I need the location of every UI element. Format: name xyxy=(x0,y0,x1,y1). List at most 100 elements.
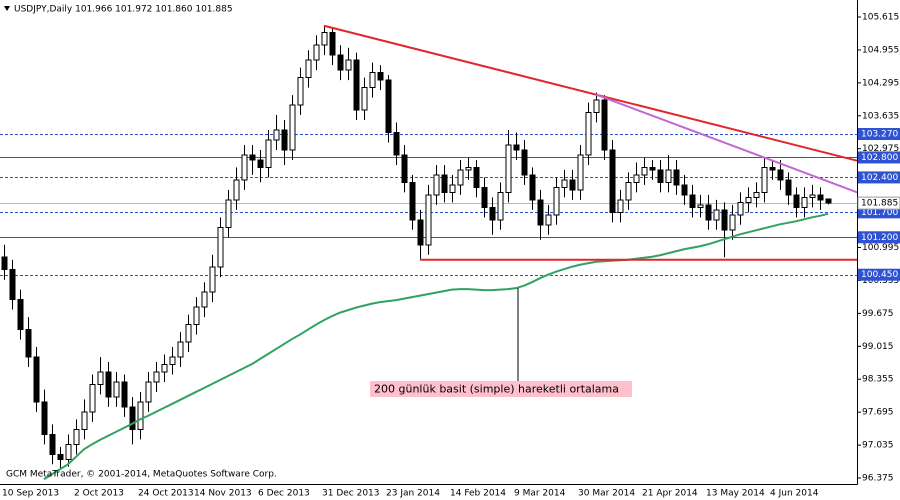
x-tick-label: 14 Feb 2014 xyxy=(450,489,506,499)
x-tick-label: 31 Dec 2013 xyxy=(322,489,380,499)
candle-body xyxy=(577,154,584,191)
y-tick-label: 99.015 xyxy=(862,342,894,352)
candle-body xyxy=(705,204,712,221)
candle-body xyxy=(553,186,560,216)
x-tick-label: 2 Oct 2013 xyxy=(74,489,124,499)
candle-body xyxy=(601,99,608,151)
candle-body xyxy=(633,174,640,183)
candle-body xyxy=(737,201,744,216)
candle-body xyxy=(425,194,432,246)
candle-body xyxy=(673,169,680,186)
level-label: 102.400 xyxy=(861,173,898,183)
candle-body xyxy=(361,87,368,111)
level-label-box xyxy=(858,268,900,281)
candle-body xyxy=(185,324,192,343)
candle-body xyxy=(241,154,248,181)
candle-body xyxy=(225,199,232,228)
x-tick-label: 10 Sep 2013 xyxy=(2,489,59,499)
candle-body xyxy=(713,209,720,221)
candle-body xyxy=(761,166,768,193)
candle-body xyxy=(297,77,304,106)
candle-body xyxy=(489,206,496,221)
y-tick-label: 96.375 xyxy=(862,474,894,484)
candle-body xyxy=(745,196,752,203)
y-tick-label: 104.955 xyxy=(862,45,899,55)
candle-body xyxy=(625,181,632,201)
candle-body xyxy=(801,196,808,208)
candle-body xyxy=(97,371,104,385)
candle-body xyxy=(137,401,144,430)
y-tick-label: 100.335 xyxy=(862,276,899,286)
candle-body xyxy=(689,194,696,208)
candle-body xyxy=(617,199,624,213)
y-tick-label: 104.295 xyxy=(862,78,899,88)
candle-body xyxy=(17,299,24,331)
level-label-box xyxy=(858,151,900,164)
candle-body xyxy=(665,169,672,183)
candle-body xyxy=(609,149,616,213)
candle-body xyxy=(729,214,736,231)
candle-body xyxy=(161,364,168,373)
candle-body xyxy=(465,166,472,171)
chart-title: USDJPY,Daily 101.966 101.972 101.860 101… xyxy=(14,5,233,15)
candle-body xyxy=(777,169,784,181)
menu-arrow xyxy=(4,6,10,11)
candle-body xyxy=(265,139,272,168)
candle-body xyxy=(793,194,800,208)
x-tick-label: 9 Mar 2014 xyxy=(514,489,566,499)
y-tick-label: 97.695 xyxy=(862,408,894,418)
x-tick-label: 30 Mar 2014 xyxy=(578,489,635,499)
level-label: 101.200 xyxy=(861,233,898,243)
candle-body xyxy=(809,194,816,198)
candle-body xyxy=(753,191,760,198)
level-label: 103.270 xyxy=(861,130,898,140)
level-label-box xyxy=(858,128,900,141)
candle-body xyxy=(57,453,64,460)
candle-body xyxy=(521,149,528,176)
candle-body xyxy=(65,443,72,460)
y-tick-label: 97.035 xyxy=(862,441,894,451)
candle-body xyxy=(433,174,440,196)
candle-body xyxy=(593,99,600,114)
candle-body xyxy=(385,79,392,134)
candle-body xyxy=(377,72,384,81)
candle-body xyxy=(329,32,336,56)
x-tick-label: 24 Oct 2013 xyxy=(138,489,194,499)
candle-body xyxy=(313,44,320,61)
candle-body xyxy=(769,166,776,171)
candle-body xyxy=(201,291,208,308)
candle-body xyxy=(457,169,464,186)
annotation-box xyxy=(370,381,632,397)
candle-body xyxy=(33,356,40,403)
candle-body xyxy=(441,174,448,193)
candle-body xyxy=(145,381,152,403)
candle-body xyxy=(321,32,328,46)
candle-body xyxy=(209,266,216,293)
y-tick-label: 102.975 xyxy=(862,144,899,154)
candle-body xyxy=(721,209,728,231)
candle-body xyxy=(41,401,48,435)
candle-body xyxy=(585,112,592,156)
candle-body xyxy=(561,179,568,188)
candle-body xyxy=(105,371,112,398)
candle-body xyxy=(153,371,160,383)
candle-body xyxy=(497,191,504,221)
candle-body xyxy=(257,159,264,168)
candle-body xyxy=(305,59,312,79)
candle-body xyxy=(537,199,544,226)
candle-body xyxy=(449,184,456,193)
candle-body xyxy=(369,72,376,89)
candle-body xyxy=(193,306,200,326)
last-price-box xyxy=(857,196,900,210)
candle-body xyxy=(697,204,704,208)
candle-body xyxy=(289,104,296,151)
copyright: GCM MetaTrader, © 2001-2014, MetaQuotes … xyxy=(6,470,277,480)
y-tick-label: 105.615 xyxy=(862,13,899,23)
candle-body xyxy=(113,381,120,398)
x-tick-label: 23 Jan 2014 xyxy=(386,489,440,499)
level-label-box xyxy=(858,231,900,244)
candle-body xyxy=(649,166,656,171)
